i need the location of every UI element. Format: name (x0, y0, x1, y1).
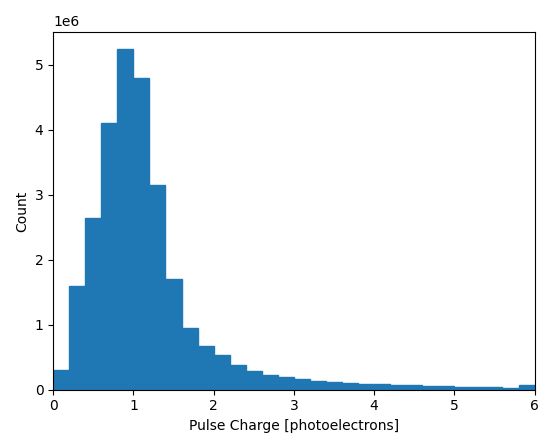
Bar (374, 384, 390, 390)
Bar (358, 383, 374, 390)
Bar (117, 49, 134, 390)
Y-axis label: Count: Count (15, 190, 29, 232)
Bar (166, 279, 182, 390)
Bar (246, 371, 261, 390)
Bar (406, 385, 422, 390)
Bar (198, 345, 214, 390)
Bar (150, 185, 166, 390)
Bar (486, 388, 502, 390)
Bar (502, 388, 519, 390)
Bar (134, 78, 150, 390)
Bar (69, 286, 85, 390)
Text: 1e6: 1e6 (53, 15, 79, 29)
Bar (438, 387, 454, 390)
Bar (326, 382, 342, 390)
Bar (294, 379, 310, 390)
X-axis label: Pulse Charge [photoelectrons]: Pulse Charge [photoelectrons] (189, 419, 399, 433)
Bar (390, 385, 406, 390)
Bar (53, 370, 69, 390)
Bar (278, 377, 294, 390)
Bar (454, 387, 470, 390)
Bar (101, 123, 117, 390)
Bar (214, 355, 230, 390)
Bar (261, 375, 278, 390)
Bar (182, 328, 198, 390)
Bar (85, 218, 101, 390)
Bar (310, 381, 326, 390)
Bar (470, 387, 486, 390)
Bar (422, 386, 438, 390)
Bar (519, 384, 535, 390)
Bar (230, 365, 246, 390)
Bar (342, 383, 358, 390)
